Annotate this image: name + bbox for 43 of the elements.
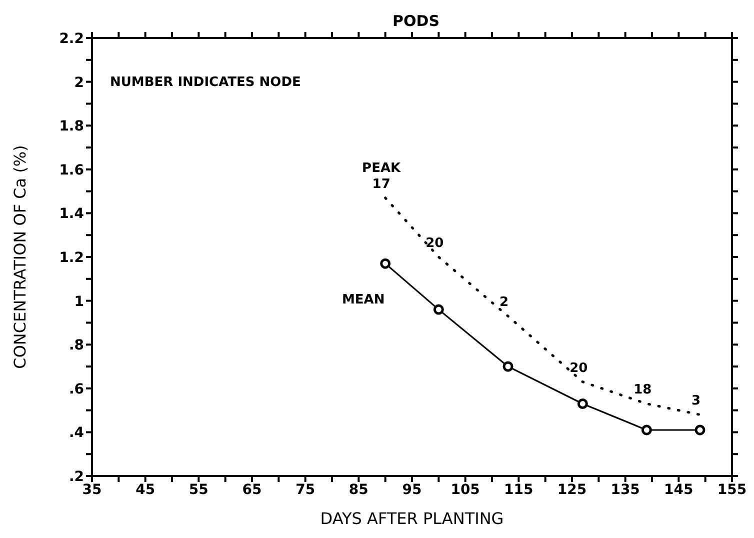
chart-title: PODS — [392, 12, 440, 30]
x-tick-label: 55 — [188, 482, 208, 498]
point — [433, 304, 444, 315]
x-tick-label: 125 — [557, 482, 587, 498]
y-axis-title: CONCENTRATION OF Ca (%) — [10, 145, 30, 369]
x-tick-label: 45 — [136, 482, 156, 498]
y-tick-label: 1.6 — [59, 162, 84, 178]
x-tick-label: 35 — [82, 482, 102, 498]
y-tick-label: 2.2 — [59, 30, 84, 47]
y-tick-label: .8 — [68, 338, 84, 354]
y-tick-label: 1.2 — [59, 250, 84, 266]
x-tick-label: 105 — [450, 482, 480, 498]
x-tick-label: 95 — [402, 482, 422, 498]
y-tick-label: .4 — [68, 425, 84, 442]
point — [502, 361, 514, 372]
x-tick-label: 145 — [664, 482, 694, 498]
line-series — [384, 196, 702, 416]
annotation: 2 — [499, 295, 509, 310]
annotation: 18 — [634, 382, 652, 398]
point — [694, 424, 706, 436]
annotation: NUMBER INDICATES NODE — [110, 75, 301, 90]
y-tick-label: 1.8 — [59, 118, 84, 135]
x-tick-label: 115 — [504, 482, 534, 498]
y-tick-label: 1 — [74, 294, 84, 310]
x-tick-label: 75 — [296, 482, 316, 498]
annotation: 20 — [570, 360, 588, 376]
x-tick-label: 65 — [242, 482, 262, 498]
text: PEAK — [362, 160, 402, 176]
series-label: MEAN — [342, 292, 385, 308]
x-axis-title: DAYS AFTER PLANTING — [320, 509, 504, 528]
y-tick-label: 2 — [74, 74, 84, 91]
x-tick-label: 155 — [717, 482, 747, 498]
annotation: 20 — [426, 236, 444, 251]
x-tick-label: 85 — [348, 482, 368, 498]
y-tick-label: .2 — [68, 468, 84, 485]
point — [577, 398, 588, 409]
point — [380, 258, 391, 269]
y-tick-label: 1.4 — [59, 206, 84, 222]
annotation: 17 — [372, 176, 390, 192]
annotation: 3 — [691, 394, 701, 409]
x-tick-label: 135 — [610, 482, 640, 498]
y-tick-label: .6 — [68, 381, 84, 398]
point — [641, 424, 652, 436]
